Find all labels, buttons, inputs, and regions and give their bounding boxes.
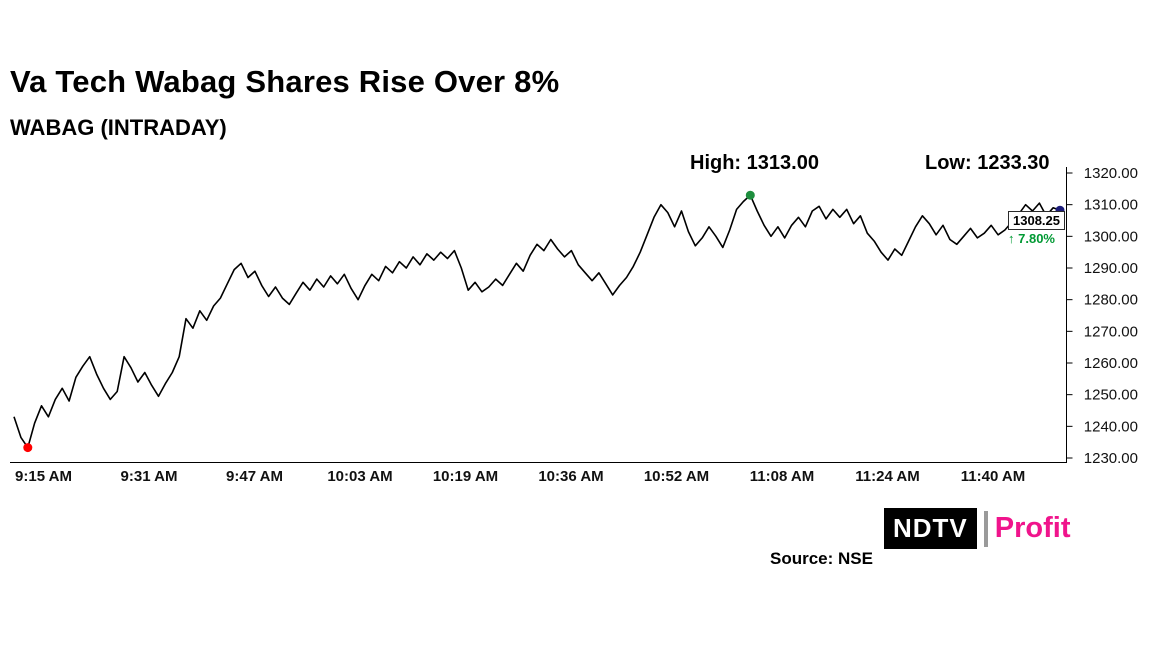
up-arrow-icon: ↑	[1008, 231, 1015, 246]
y-tick-label: 1300.00	[1084, 228, 1138, 245]
x-tick-label: 9:15 AM	[15, 468, 72, 485]
y-tick-label: 1280.00	[1084, 292, 1138, 309]
source-label: Source: NSE	[770, 549, 873, 568]
x-tick-label: 9:31 AM	[121, 468, 178, 485]
last-price-value: 1308.25	[1008, 211, 1065, 230]
x-tick-label: 11:40 AM	[961, 468, 1025, 485]
x-tick-label: 11:24 AM	[855, 468, 919, 485]
y-tick-label: 1240.00	[1084, 418, 1138, 435]
page-title: Va Tech Wabag Shares Rise Over 8%	[10, 64, 560, 99]
high-annotation: High: 1313.00	[690, 152, 819, 174]
x-tick-label: 9:47 AM	[226, 468, 283, 485]
ndtv-logo: NDTV	[884, 508, 977, 549]
x-tick-label: 10:19 AM	[433, 468, 498, 485]
y-tick-label: 1320.00	[1084, 165, 1138, 182]
logo-divider	[983, 510, 988, 547]
x-tick-label: 10:03 AM	[327, 468, 392, 485]
chart-subtitle: WABAG (INTRADAY)	[10, 115, 227, 140]
y-tick-label: 1230.00	[1084, 450, 1138, 467]
profit-logo: Profit	[994, 512, 1071, 544]
x-tick-label: 10:52 AM	[644, 468, 709, 485]
y-tick-label: 1290.00	[1084, 260, 1138, 277]
x-tick-label: 11:08 AM	[750, 468, 814, 485]
high-marker	[745, 190, 755, 200]
low-marker	[23, 443, 33, 453]
last-price-tag: 1308.25 ↑ 7.80%	[1008, 211, 1068, 246]
y-tick-label: 1250.00	[1084, 387, 1138, 404]
y-tick-label: 1310.00	[1084, 197, 1138, 214]
x-tick-label: 10:36 AM	[538, 468, 603, 485]
y-tick-label: 1270.00	[1084, 323, 1138, 340]
y-tick-label: 1260.00	[1084, 355, 1138, 372]
ndtv-profit-logo: NDTV Profit	[884, 508, 1071, 549]
price-change-percent: ↑ 7.80%	[1008, 231, 1068, 246]
low-annotation: Low: 1233.30	[925, 152, 1050, 174]
price-line	[13, 194, 1061, 449]
change-value: 7.80%	[1018, 231, 1055, 246]
